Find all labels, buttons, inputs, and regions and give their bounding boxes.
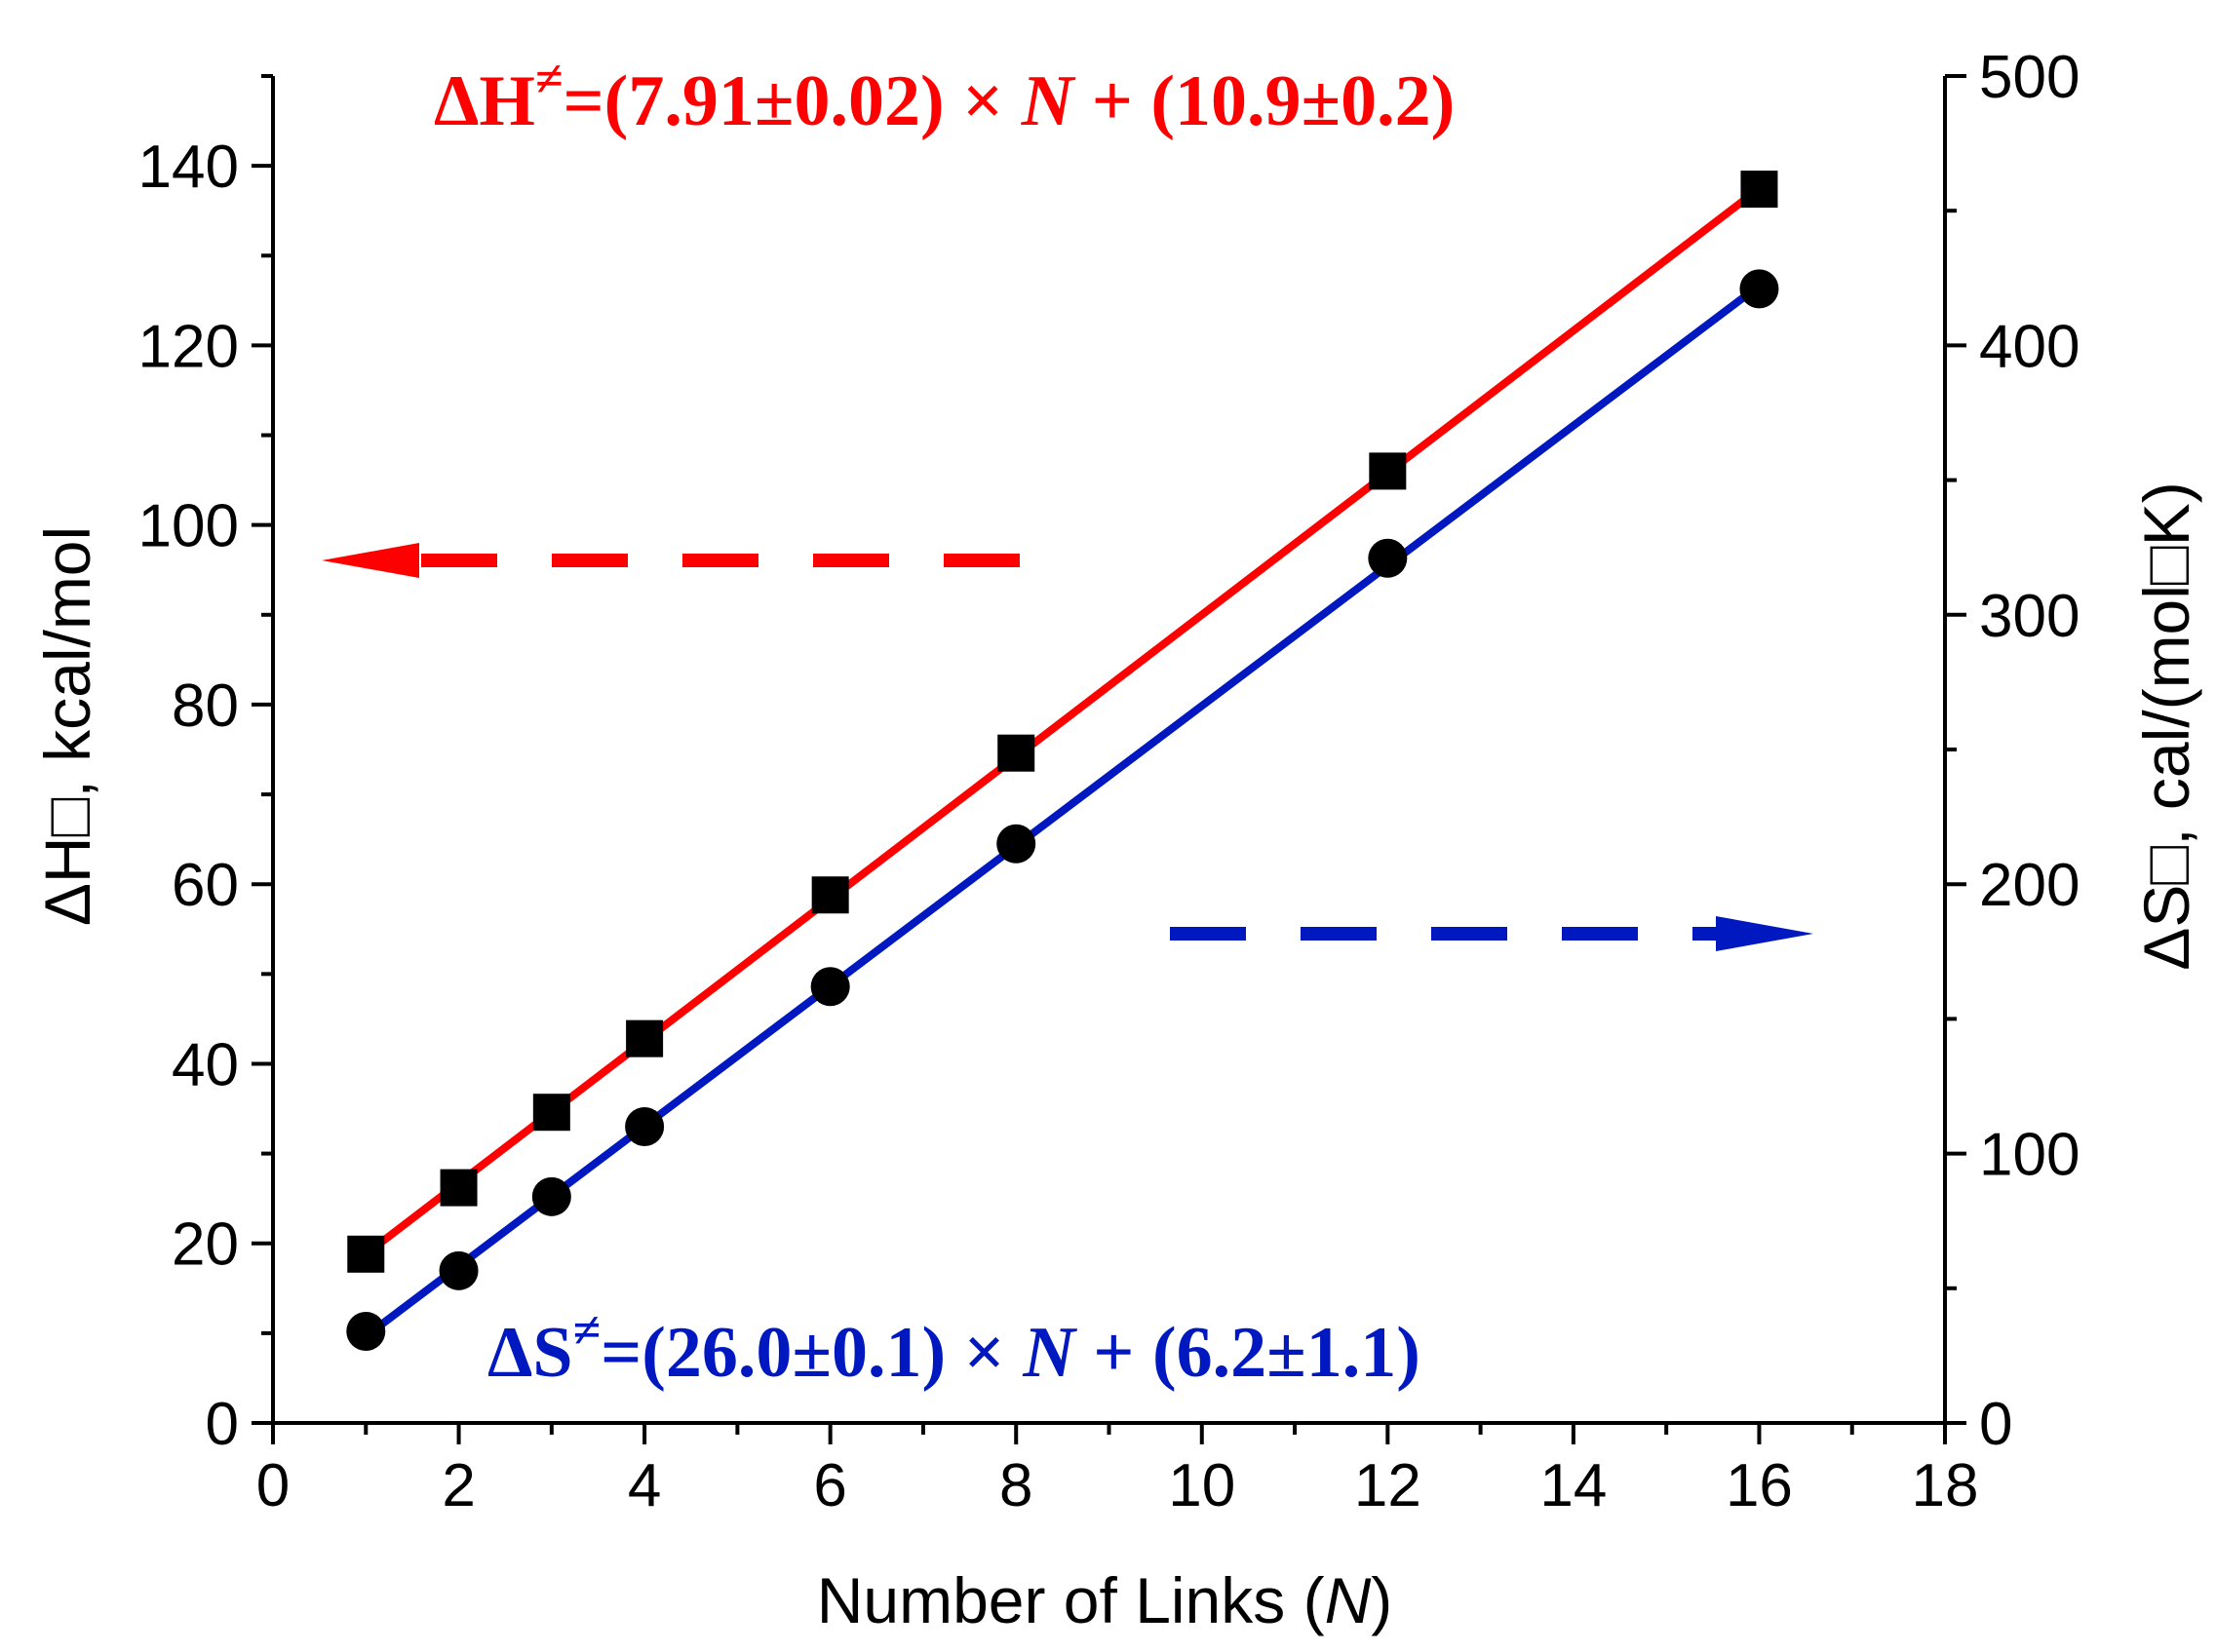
axis-arrows xyxy=(322,543,1813,951)
y-right-tick-label: 500 xyxy=(1979,44,2080,111)
x-axis-title: Number of Links (N) xyxy=(817,1564,1393,1636)
data-point-circle xyxy=(810,967,850,1007)
data-point-square xyxy=(626,1019,664,1057)
data-point-square xyxy=(1369,452,1407,490)
equation-ds-var: N xyxy=(1022,1313,1077,1393)
y-left-tick-label: 60 xyxy=(172,852,239,919)
data-point-circle xyxy=(346,1312,386,1352)
x-tick-label: 14 xyxy=(1539,1452,1607,1519)
equation-dh: ΔH≠=(7.91±0.02) × N + (10.9±0.2) xyxy=(434,52,1455,141)
y-right-tick-label: 200 xyxy=(1979,852,2080,919)
data-point-circle xyxy=(531,1176,571,1216)
y-left-tick-label: 140 xyxy=(138,134,239,201)
arrow-right-head xyxy=(1716,916,1813,951)
x-tick-label: 0 xyxy=(256,1452,290,1519)
equation-dh-tail: + (10.9±0.2) xyxy=(1073,61,1455,141)
equation-dh-sup: ≠ xyxy=(535,52,564,107)
x-tick-label: 10 xyxy=(1168,1452,1235,1519)
data-point-square xyxy=(347,1235,385,1273)
data-point-circle xyxy=(996,824,1036,864)
equation-ds-lhs: ΔS xyxy=(487,1313,573,1393)
fit-line-right xyxy=(363,282,1762,1340)
data-points xyxy=(346,171,1779,1352)
y-right-axis-title: ΔS□, cal/(mol□K) xyxy=(2130,481,2202,971)
arrow-left-head xyxy=(322,543,419,578)
y-left-tick-label: 20 xyxy=(172,1211,239,1279)
y-left-axis-title: ΔH□, kcal/mol xyxy=(31,526,103,926)
y-right-tick-label: 100 xyxy=(1979,1122,2080,1189)
y-left-tick-label: 100 xyxy=(138,493,239,560)
x-tick-label: 12 xyxy=(1354,1452,1421,1519)
equation-ds-tail: + (6.2±1.1) xyxy=(1075,1313,1420,1393)
fit-line-left xyxy=(363,185,1762,1257)
data-point-circle xyxy=(1368,538,1408,578)
y-right-tick-label: 400 xyxy=(1979,313,2080,380)
data-point-circle xyxy=(1739,269,1779,309)
data-point-square xyxy=(811,876,849,914)
equation-dh-var: N xyxy=(1021,61,1076,141)
equation-dh-mid: =(7.91±0.02) × xyxy=(564,61,1022,141)
x-tick-label: 18 xyxy=(1912,1452,1979,1519)
data-point-square xyxy=(532,1094,570,1132)
y-left-tick-label: 0 xyxy=(206,1391,239,1458)
x-tick-label: 8 xyxy=(999,1452,1032,1519)
y-left-tick-label: 120 xyxy=(138,313,239,380)
data-point-circle xyxy=(625,1106,665,1146)
y-right-tick-label: 300 xyxy=(1979,583,2080,650)
equation-ds-sup: ≠ xyxy=(573,1303,602,1359)
data-point-square xyxy=(440,1169,478,1207)
fit-lines xyxy=(363,185,1762,1340)
axes: 0 2 4 6 8 10 12 14 16 180204060801001201400100200… xyxy=(138,44,2080,1519)
y-right-tick-label: 0 xyxy=(1979,1391,2012,1458)
x-tick-label: 16 xyxy=(1726,1452,1793,1519)
x-tick-label: 6 xyxy=(813,1452,846,1519)
equation-dh-lhs: ΔH xyxy=(434,61,535,141)
x-tick-label: 2 xyxy=(442,1452,475,1519)
equation-ds: ΔS≠=(26.0±0.1) × N + (6.2±1.1) xyxy=(487,1303,1420,1393)
data-point-square xyxy=(1740,171,1778,209)
data-point-square xyxy=(997,734,1035,772)
x-tick-label: 4 xyxy=(628,1452,661,1519)
data-point-circle xyxy=(439,1250,479,1290)
equation-ds-mid: =(26.0±0.1) × xyxy=(601,1313,1023,1393)
y-left-tick-label: 40 xyxy=(172,1031,239,1098)
y-left-tick-label: 80 xyxy=(172,672,239,740)
